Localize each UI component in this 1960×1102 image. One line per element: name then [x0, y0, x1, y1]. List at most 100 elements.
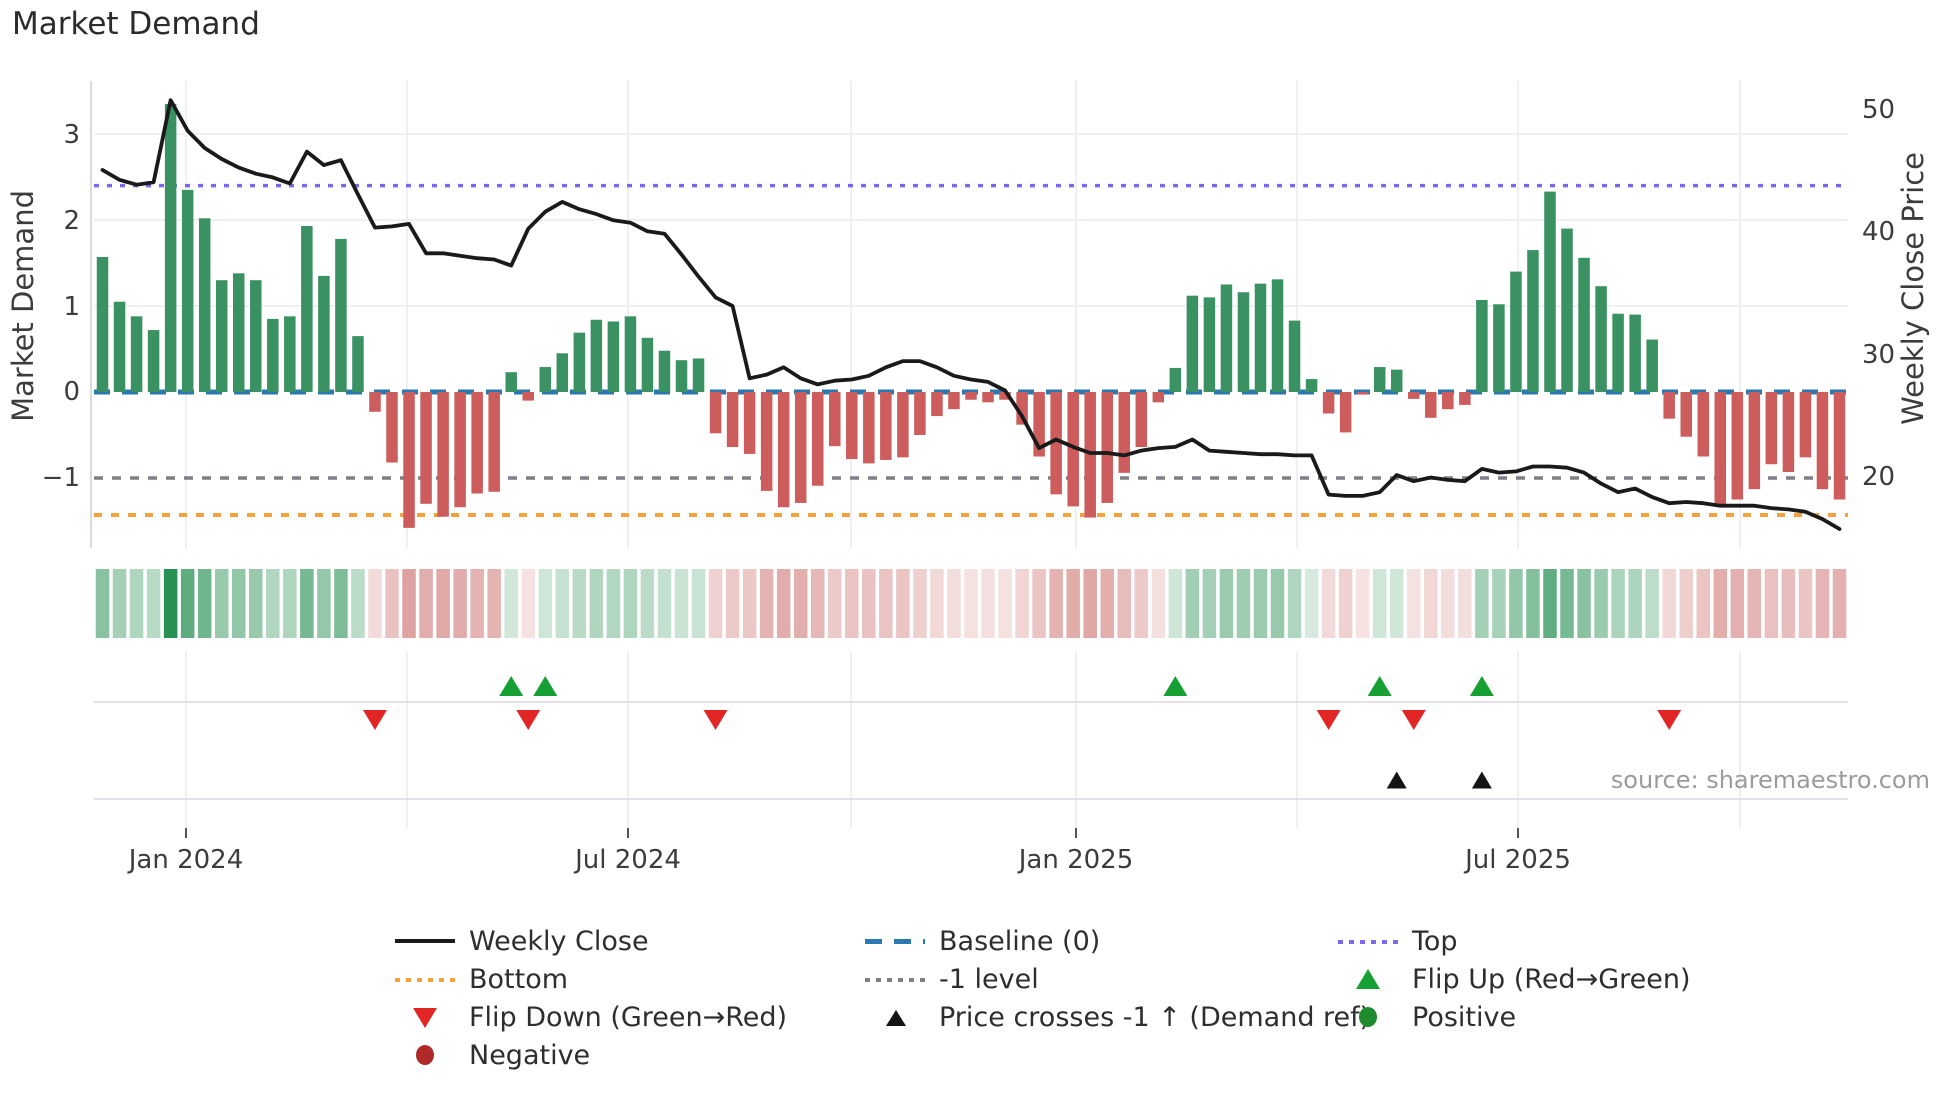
- demand-bar: [1476, 299, 1488, 392]
- demand-bar: [1731, 392, 1744, 500]
- demand-bar: [1833, 392, 1846, 500]
- positive-dot-icon: [1338, 1004, 1398, 1030]
- demand-bar: [624, 316, 637, 392]
- demand-bar: [675, 360, 688, 392]
- demand-bar: [1578, 257, 1590, 392]
- heatmap-cell: [1185, 569, 1200, 638]
- heatmap-cell: [742, 569, 757, 638]
- heatmap-cell: [930, 569, 944, 638]
- demand-bar: [1425, 392, 1437, 418]
- demand-bar: [1561, 228, 1573, 392]
- x-tick-jul-2024: Jul 2024: [575, 845, 681, 875]
- heatmap-cell: [1338, 569, 1353, 638]
- demand-bar: [1237, 292, 1250, 392]
- heatmap-cell: [1015, 569, 1029, 638]
- flip-down-triangle-icon: [395, 1004, 455, 1030]
- demand-bar: [897, 392, 909, 458]
- heatmap-cell: [1066, 569, 1080, 638]
- demand-bar: [1135, 392, 1148, 448]
- demand-bar: [539, 367, 552, 392]
- heatmap-cell: [1815, 569, 1830, 638]
- heatmap-cell: [1764, 569, 1779, 638]
- demand-bar: [505, 372, 517, 392]
- flip-down-marker: [362, 710, 387, 730]
- heatmap-strip: [95, 569, 1847, 638]
- flip-down-marker: [516, 710, 541, 730]
- demand-bar: [999, 392, 1011, 400]
- demand-bar: [726, 392, 739, 448]
- legend-item-price-cross: Price crosses -1 ↑ (Demand ref): [865, 1000, 1370, 1034]
- demand-bar: [437, 392, 449, 517]
- heatmap-cell: [385, 569, 399, 638]
- flip-up-marker: [499, 676, 524, 696]
- demand-bar: [1680, 392, 1692, 437]
- heatmap-cell: [1389, 569, 1404, 638]
- heatmap-cell: [1253, 569, 1268, 638]
- heatmap-cell: [1287, 569, 1302, 638]
- demand-bar: [1612, 313, 1624, 392]
- heatmap-cell: [1526, 569, 1540, 638]
- heatmap-cell: [1424, 569, 1438, 638]
- demand-bar: [556, 353, 569, 392]
- left-tick-1: 1: [63, 292, 80, 322]
- price-cross-marker: [1386, 771, 1407, 789]
- negative-dot-icon: [395, 1042, 455, 1068]
- heatmap-cell: [555, 569, 570, 638]
- demand-bar: [709, 392, 722, 434]
- heatmap-cell: [1304, 569, 1319, 638]
- heatmap-cell: [1577, 569, 1591, 638]
- heatmap-cell: [1236, 569, 1251, 638]
- heatmap-cell: [1219, 569, 1234, 638]
- demand-bar: [1169, 367, 1182, 392]
- left-tick-3: 3: [63, 120, 80, 150]
- heatmap-cell: [1049, 569, 1063, 638]
- demand-bar: [318, 275, 330, 392]
- demand-bar: [1186, 295, 1199, 392]
- heatmap-cell: [1781, 569, 1796, 638]
- heatmap-cell: [879, 569, 893, 638]
- demand-bar: [931, 392, 943, 417]
- heatmap-cell: [828, 569, 842, 638]
- demand-bar: [846, 392, 858, 460]
- demand-bar: [267, 318, 279, 392]
- heatmap-cell: [640, 569, 655, 638]
- demand-bar: [215, 280, 228, 392]
- demand-bar: [454, 392, 466, 508]
- demand-bar: [1390, 369, 1403, 392]
- heatmap-cell: [1441, 569, 1455, 638]
- heatmap-cell: [1662, 569, 1676, 638]
- heatmap-cell: [1628, 569, 1642, 638]
- demand-bar: [1152, 392, 1165, 403]
- heatmap-cell: [1832, 569, 1847, 638]
- legend-item-negative: Negative: [395, 1038, 590, 1072]
- heatmap-cell: [725, 569, 740, 638]
- bottom-dotted-line-icon: [395, 966, 455, 992]
- demand-bar: [369, 392, 381, 412]
- heatmap-cell: [1134, 569, 1149, 638]
- heatmap-cell: [862, 569, 876, 638]
- demand-bar: [1782, 392, 1795, 472]
- heatmap-cell: [419, 569, 433, 638]
- flip-down-marker: [703, 710, 728, 730]
- source-credit: source: sharemaestro.com: [1610, 766, 1930, 794]
- demand-bar: [471, 392, 483, 494]
- heatmap-cell: [947, 569, 961, 638]
- demand-bar: [1339, 392, 1352, 433]
- heatmap-cell: [231, 569, 246, 638]
- right-tick-40: 40: [1862, 217, 1896, 247]
- demand-bar: [1254, 283, 1267, 392]
- demand-bar: [164, 103, 177, 393]
- heatmap-cell: [1270, 569, 1285, 638]
- heatmap-cell: [538, 569, 553, 638]
- heatmap-cell: [1696, 569, 1711, 638]
- heatmap-cell: [1355, 569, 1370, 638]
- demand-bar: [658, 350, 671, 392]
- demand-bar: [301, 226, 313, 392]
- demand-bar: [829, 392, 841, 447]
- legend-item-minus1-level: -1 level: [865, 962, 1039, 996]
- legend-item-weekly-close: Weekly Close: [395, 924, 649, 958]
- demand-bar: [948, 392, 960, 410]
- demand-bar: [1442, 392, 1454, 410]
- heatmap-cell: [214, 569, 229, 638]
- demand-bar: [1765, 392, 1778, 465]
